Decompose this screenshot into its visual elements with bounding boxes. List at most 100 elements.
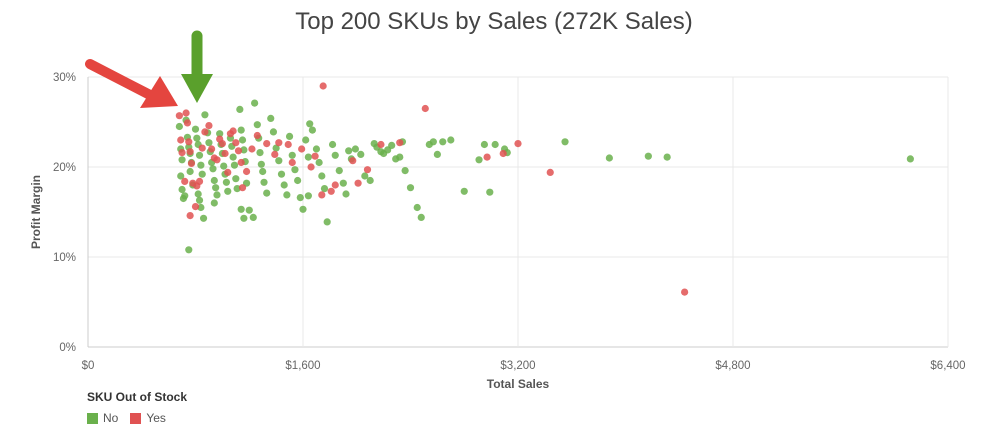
data-point-no[interactable] [291, 166, 299, 174]
data-point-no[interactable] [406, 184, 415, 192]
data-point-yes[interactable] [263, 140, 271, 148]
data-point-yes[interactable] [234, 147, 243, 155]
data-point-no[interactable] [222, 178, 231, 186]
data-point-no[interactable] [433, 150, 441, 158]
data-point-no[interactable] [561, 138, 569, 146]
data-point-yes[interactable] [218, 140, 226, 148]
data-point-no[interactable] [201, 111, 209, 119]
data-point-no[interactable] [275, 157, 283, 165]
data-point-no[interactable] [306, 120, 314, 128]
data-point-no[interactable] [285, 132, 294, 140]
data-point-no[interactable] [245, 206, 253, 214]
data-point-yes[interactable] [318, 191, 326, 199]
data-point-yes[interactable] [205, 122, 213, 130]
data-point-no[interactable] [175, 122, 183, 131]
data-point-yes[interactable] [514, 140, 522, 148]
data-point-no[interactable] [240, 214, 248, 222]
data-point-yes[interactable] [213, 156, 221, 164]
legend-item-no[interactable]: No [87, 411, 118, 425]
data-point-no[interactable] [272, 144, 280, 152]
data-point-yes[interactable] [182, 109, 190, 117]
data-point-yes[interactable] [224, 168, 232, 176]
data-point-no[interactable] [491, 140, 499, 149]
data-point-yes[interactable] [181, 177, 189, 185]
data-point-no[interactable] [199, 214, 208, 222]
data-point-yes[interactable] [208, 145, 216, 153]
data-point-yes[interactable] [377, 140, 385, 149]
data-point-no[interactable] [197, 203, 205, 212]
data-point-no[interactable] [260, 178, 268, 186]
data-point-yes[interactable] [363, 166, 372, 174]
data-point-no[interactable] [401, 167, 409, 175]
data-point-no[interactable] [335, 167, 343, 175]
data-point-yes[interactable] [186, 148, 194, 156]
data-point-yes[interactable] [288, 158, 296, 167]
data-point-yes[interactable] [232, 139, 240, 147]
data-point-no[interactable] [236, 105, 244, 113]
data-point-yes[interactable] [242, 167, 251, 176]
data-point-no[interactable] [312, 145, 321, 153]
data-point-no[interactable] [605, 154, 613, 162]
data-point-no[interactable] [361, 172, 369, 180]
data-point-no[interactable] [269, 128, 278, 136]
data-point-no[interactable] [277, 170, 286, 178]
data-point-no[interactable] [212, 184, 220, 192]
data-point-no[interactable] [339, 179, 347, 187]
data-point-no[interactable] [280, 181, 288, 189]
data-point-no[interactable] [906, 155, 914, 163]
data-point-no[interactable] [413, 203, 421, 212]
data-point-no[interactable] [318, 172, 326, 180]
data-point-no[interactable] [240, 146, 248, 154]
data-point-no[interactable] [178, 185, 186, 194]
data-point-no[interactable] [366, 176, 374, 185]
data-point-no[interactable] [304, 192, 312, 200]
data-point-no[interactable] [388, 141, 396, 149]
data-point-no[interactable] [237, 126, 245, 134]
data-point-yes[interactable] [354, 179, 362, 187]
data-point-no[interactable] [331, 151, 339, 159]
data-point-yes[interactable] [311, 152, 319, 160]
data-point-yes[interactable] [185, 138, 193, 146]
data-point-yes[interactable] [327, 187, 335, 195]
data-point-no[interactable] [328, 140, 337, 149]
data-point-no[interactable] [209, 165, 217, 173]
data-point-no[interactable] [220, 162, 228, 170]
data-point-no[interactable] [486, 188, 494, 196]
data-point-no[interactable] [210, 176, 218, 185]
data-point-no[interactable] [230, 161, 239, 169]
data-point-yes[interactable] [195, 177, 204, 185]
data-point-yes[interactable] [198, 144, 206, 152]
data-point-no[interactable] [296, 194, 304, 202]
data-point-no[interactable] [263, 189, 271, 197]
data-point-no[interactable] [194, 190, 202, 198]
data-point-no[interactable] [181, 192, 189, 200]
data-point-no[interactable] [259, 167, 267, 176]
data-point-no[interactable] [460, 187, 468, 195]
data-point-no[interactable] [232, 175, 240, 183]
data-point-no[interactable] [178, 156, 186, 164]
data-point-no[interactable] [320, 185, 329, 193]
data-point-yes[interactable] [271, 150, 279, 158]
data-point-no[interactable] [193, 134, 201, 142]
data-point-yes[interactable] [238, 184, 247, 192]
data-point-no[interactable] [224, 187, 232, 195]
data-point-yes[interactable] [499, 149, 507, 158]
data-point-no[interactable] [197, 161, 205, 169]
data-point-yes[interactable] [298, 145, 306, 153]
data-point-no[interactable] [342, 190, 350, 198]
data-point-yes[interactable] [175, 112, 183, 120]
data-point-no[interactable] [233, 185, 241, 193]
data-point-yes[interactable] [248, 145, 256, 153]
data-point-no[interactable] [249, 213, 257, 221]
data-point-no[interactable] [351, 145, 360, 153]
data-point-yes[interactable] [191, 203, 200, 211]
data-point-no[interactable] [304, 153, 312, 161]
data-point-no[interactable] [205, 139, 213, 147]
data-point-yes[interactable] [284, 140, 292, 149]
data-point-no[interactable] [198, 170, 206, 178]
data-point-yes[interactable] [178, 149, 186, 157]
data-point-no[interactable] [283, 191, 291, 199]
data-point-no[interactable] [267, 114, 275, 122]
data-point-no[interactable] [251, 99, 259, 107]
data-point-yes[interactable] [396, 139, 404, 147]
